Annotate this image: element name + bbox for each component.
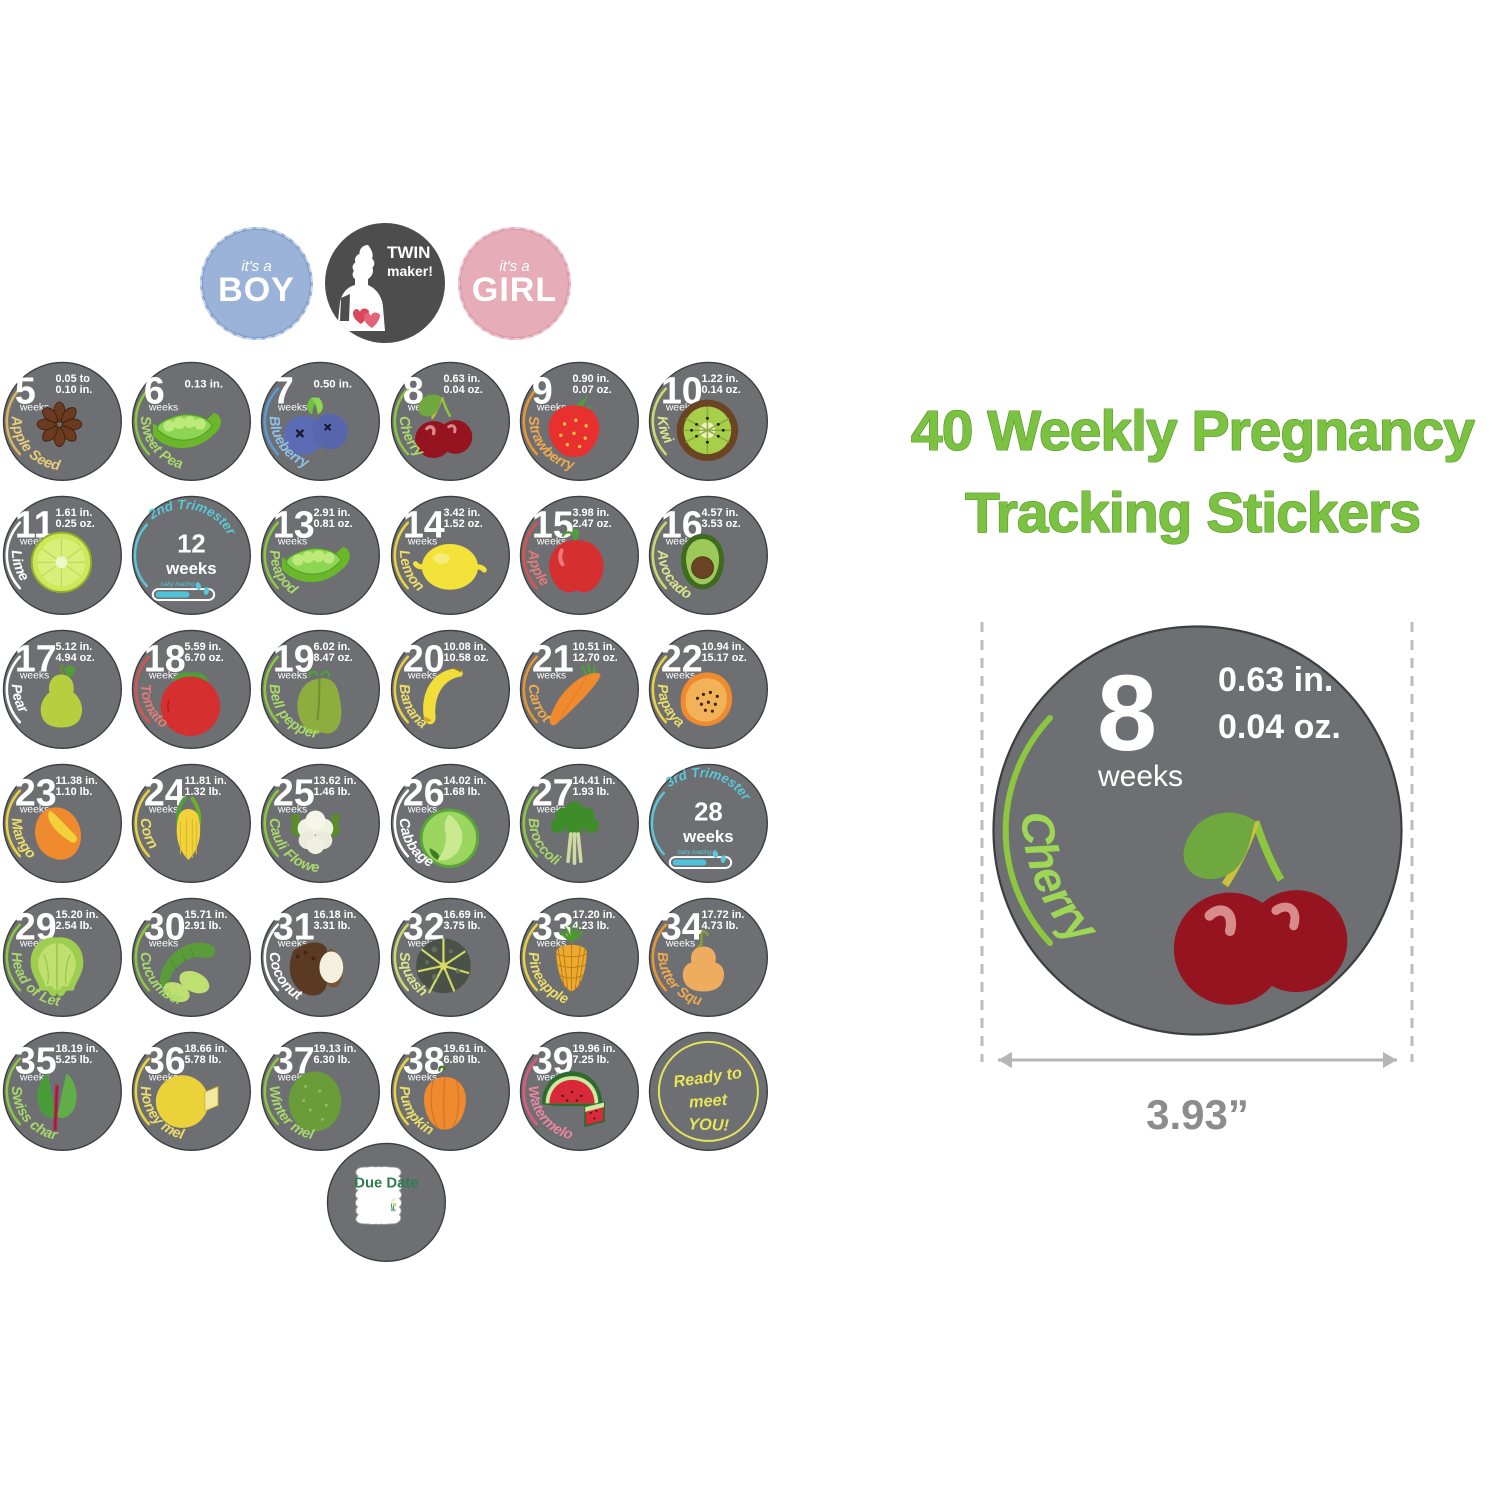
svg-text:15.20 in.: 15.20 in.: [55, 909, 98, 921]
svg-text:6.80 lb.: 6.80 lb.: [443, 1054, 480, 1066]
svg-text:meet: meet: [688, 1091, 728, 1112]
svg-text:17.20 in.: 17.20 in.: [572, 909, 615, 921]
svg-text:0.81 oz.: 0.81 oz.: [314, 518, 353, 530]
svg-text:1.52 oz.: 1.52 oz.: [443, 518, 482, 530]
svg-text:3.31 lb.: 3.31 lb.: [314, 920, 351, 932]
svg-text:5.12 in.: 5.12 in.: [55, 641, 92, 653]
svg-text:0.10 in.: 0.10 in.: [55, 384, 92, 396]
svg-text:weeks: weeks: [165, 559, 217, 578]
svg-text:1.93 lb.: 1.93 lb.: [572, 786, 609, 798]
svg-text:16.69 in.: 16.69 in.: [443, 909, 486, 921]
svg-text:0.13 in.: 0.13 in.: [185, 379, 224, 391]
svg-text:10.58 oz.: 10.58 oz.: [443, 652, 488, 664]
svg-text:weeks: weeks: [1097, 760, 1183, 793]
svg-text:0.25 oz.: 0.25 oz.: [55, 518, 94, 530]
svg-text:4.57 in.: 4.57 in.: [701, 507, 738, 519]
svg-text:Due Date: Due Date: [355, 1175, 419, 1191]
svg-text:17.72 in.: 17.72 in.: [701, 909, 744, 921]
svg-text:2.54 lb.: 2.54 lb.: [55, 920, 92, 932]
svg-text:0.50 in.: 0.50 in.: [314, 379, 353, 391]
svg-text:baby loading...: baby loading...: [678, 850, 717, 856]
svg-text:8.47 oz.: 8.47 oz.: [314, 652, 353, 664]
svg-text:16.18 in.: 16.18 in.: [314, 909, 357, 921]
svg-text:weeks: weeks: [277, 403, 307, 414]
svg-text:1.10 lb.: 1.10 lb.: [55, 786, 92, 798]
svg-text:7.25 lb.: 7.25 lb.: [572, 1054, 609, 1066]
svg-text:0.04 oz.: 0.04 oz.: [443, 384, 482, 396]
svg-text:19.96 in.: 19.96 in.: [572, 1043, 615, 1055]
svg-text:0.14 oz.: 0.14 oz.: [701, 384, 740, 396]
svg-text:2.91 lb.: 2.91 lb.: [185, 920, 222, 932]
svg-text:15.71 in.: 15.71 in.: [185, 909, 228, 921]
svg-text:baby loading...: baby loading...: [161, 582, 200, 588]
svg-text:weeks: weeks: [148, 403, 178, 414]
svg-text:0.07 oz.: 0.07 oz.: [572, 384, 611, 396]
svg-text:2.47 oz.: 2.47 oz.: [572, 518, 611, 530]
svg-text:0.05 to: 0.05 to: [55, 373, 90, 385]
svg-text:3.53 oz.: 3.53 oz.: [701, 518, 740, 530]
svg-text:10.51 in.: 10.51 in.: [572, 641, 615, 653]
svg-text:8: 8: [1097, 652, 1157, 773]
svg-text:0.04 oz.: 0.04 oz.: [1218, 708, 1341, 746]
svg-text:18.66 in.: 18.66 in.: [185, 1043, 228, 1055]
svg-text:6.30 lb.: 6.30 lb.: [314, 1054, 351, 1066]
svg-text:15.17 oz.: 15.17 oz.: [701, 652, 746, 664]
svg-text:weeks: weeks: [536, 671, 566, 682]
svg-text:weeks: weeks: [406, 537, 436, 548]
svg-text:1.68 lb.: 1.68 lb.: [443, 786, 480, 798]
svg-text:6.02 in.: 6.02 in.: [314, 641, 351, 653]
svg-text:4.73 lb.: 4.73 lb.: [701, 920, 738, 932]
svg-text:5.25 lb.: 5.25 lb.: [55, 1054, 92, 1066]
svg-text:2.91 in.: 2.91 in.: [314, 507, 351, 519]
svg-text:weeks: weeks: [406, 671, 436, 682]
svg-text:12: 12: [177, 531, 206, 559]
svg-text:18.19 in.: 18.19 in.: [55, 1043, 98, 1055]
svg-text:3.98 in.: 3.98 in.: [572, 507, 609, 519]
svg-text:1.61 in.: 1.61 in.: [55, 507, 92, 519]
svg-text:3.75 lb.: 3.75 lb.: [443, 920, 480, 932]
svg-text:weeks: weeks: [148, 938, 178, 949]
svg-text:14.02 in.: 14.02 in.: [443, 775, 486, 787]
svg-text:4.94 oz.: 4.94 oz.: [55, 652, 94, 664]
svg-text:1.32 lb.: 1.32 lb.: [185, 786, 222, 798]
svg-text:5.59 in.: 5.59 in.: [185, 641, 222, 653]
svg-text:10.08 in.: 10.08 in.: [443, 641, 486, 653]
svg-text:28: 28: [694, 798, 723, 826]
svg-text:12.70 oz.: 12.70 oz.: [572, 652, 617, 664]
svg-text:weeks: weeks: [277, 805, 307, 816]
svg-text:19.13 in.: 19.13 in.: [314, 1043, 357, 1055]
svg-text:1.22 in.: 1.22 in.: [701, 373, 738, 385]
svg-text:10.94 in.: 10.94 in.: [701, 641, 744, 653]
svg-text:1.46 lb.: 1.46 lb.: [314, 786, 351, 798]
svg-text:11.81 in.: 11.81 in.: [185, 775, 227, 787]
svg-text:weeks: weeks: [277, 671, 307, 682]
svg-text:0.90 in.: 0.90 in.: [572, 373, 609, 385]
svg-text:0.63 in.: 0.63 in.: [443, 373, 480, 385]
svg-text:19.61 in.: 19.61 in.: [443, 1043, 486, 1055]
svg-text:weeks: weeks: [682, 827, 734, 846]
svg-text:13.62 in.: 13.62 in.: [314, 775, 357, 787]
svg-text:weeks: weeks: [19, 671, 49, 682]
svg-text:weeks: weeks: [148, 805, 178, 816]
svg-text:0.63 in.: 0.63 in.: [1218, 661, 1333, 699]
svg-text:3.42 in.: 3.42 in.: [443, 507, 480, 519]
svg-text:11.38 in.: 11.38 in.: [55, 775, 97, 787]
svg-text:5.78 lb.: 5.78 lb.: [185, 1054, 222, 1066]
svg-text:weeks: weeks: [277, 537, 307, 548]
svg-text:YOU!: YOU!: [688, 1115, 730, 1134]
svg-text:14.41 in.: 14.41 in.: [572, 775, 615, 787]
svg-text:6.70 oz.: 6.70 oz.: [185, 652, 224, 664]
svg-text:weeks: weeks: [665, 938, 695, 949]
